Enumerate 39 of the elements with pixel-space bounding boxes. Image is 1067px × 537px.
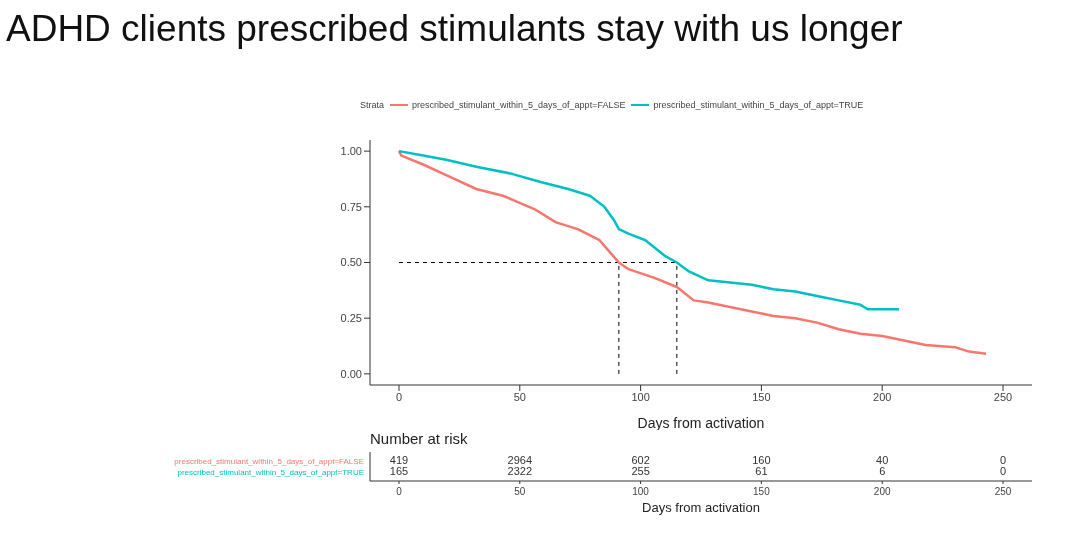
x-tick-label: 0 xyxy=(396,486,403,497)
data-label: 0 xyxy=(999,454,1007,466)
x-tick-label: 100 xyxy=(632,486,650,497)
y-tick-label: prescribed_stimulant_within_5_days_of_appt=FALSE xyxy=(174,457,364,466)
y-tick-label: 1.00 xyxy=(340,145,362,158)
data-label: 2322 xyxy=(507,465,533,477)
line-series xyxy=(397,149,988,356)
x-tick-label: 150 xyxy=(752,390,771,403)
x-tick-label: 50 xyxy=(514,486,526,497)
y-tick-label: 0.25 xyxy=(340,312,362,325)
y-tick-label: 0.00 xyxy=(340,367,362,380)
x-tick-label: 100 xyxy=(631,390,650,403)
chart-title: ADHD clients prescribed stimulants stay with us longer xyxy=(6,8,903,50)
data-label: 0 xyxy=(999,465,1007,477)
x-tick-label: 0 xyxy=(395,390,403,403)
x-axis-title: Days from activation xyxy=(637,415,765,431)
chart-title: Number at risk xyxy=(370,430,469,447)
x-tick-label: 150 xyxy=(753,486,771,497)
data-label: 255 xyxy=(631,465,650,477)
data-label: 61 xyxy=(755,465,768,477)
x-tick-label: 250 xyxy=(994,486,1012,497)
data-label: 2964 xyxy=(507,454,533,466)
x-tick-label: 200 xyxy=(873,390,892,403)
x-tick-label: 250 xyxy=(993,390,1013,403)
y-tick-label: 0.50 xyxy=(340,256,362,269)
data-label: 40 xyxy=(876,454,889,466)
legend-label: prescribed_stimulant_within_5_days_of_appt=FALSE xyxy=(412,100,626,110)
y-tick-label: prescribed_stimulant_within_5_days_of_appt=TRUE xyxy=(177,468,364,477)
legend-label: prescribed_stimulant_within_5_days_of_appt=TRUE xyxy=(653,100,864,110)
data-label: 602 xyxy=(631,454,650,466)
data-label: 6 xyxy=(879,465,886,477)
data-label: 160 xyxy=(752,454,771,466)
x-axis-title: Days from activation xyxy=(642,500,760,515)
x-tick-label: 200 xyxy=(873,486,891,497)
x-tick-label: 50 xyxy=(513,390,526,403)
data-label: 419 xyxy=(389,454,409,466)
y-tick-label: 0.75 xyxy=(340,200,362,213)
data-label: 165 xyxy=(389,465,409,477)
legend-title: Strata xyxy=(360,100,385,110)
